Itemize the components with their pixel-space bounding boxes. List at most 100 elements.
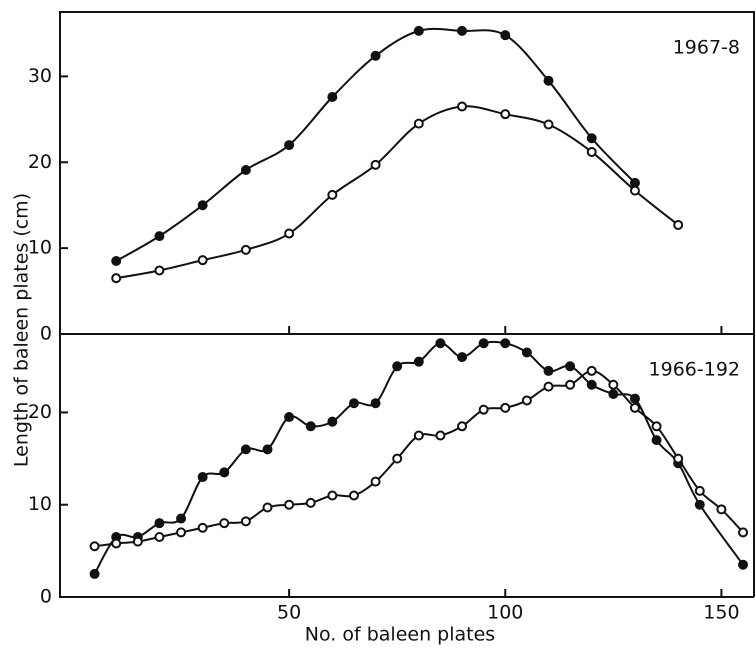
data-point [435,430,446,441]
data-point [629,393,640,404]
data-point [262,502,273,513]
data-point [500,30,511,41]
data-point [305,421,316,432]
data-point [197,522,208,533]
panel-annotation: 1966-192 [649,359,740,381]
panel-annotation: 1967-8 [673,37,740,59]
data-point [694,499,705,510]
data-point [348,398,359,409]
data-point [392,453,403,464]
data-point [738,527,749,538]
y-tick-label: 10 [28,237,52,259]
data-point [413,118,424,129]
data-point [111,273,122,284]
data-point [457,352,468,363]
data-point [521,395,532,406]
data-point [111,256,122,267]
data-point [89,568,100,579]
y-tick-label: 10 [28,493,52,515]
data-point [521,347,532,358]
data-point [305,497,316,508]
data-point [176,513,187,524]
data-point [327,92,338,103]
data-point [413,25,424,36]
data-point [673,453,684,464]
data-point [284,140,295,151]
data-point [154,518,165,529]
data-point [457,101,468,112]
data-point [457,25,468,36]
data-point [370,398,381,409]
data-point [500,109,511,120]
data-point [327,416,338,427]
fit-curve [116,105,679,280]
data-point [413,356,424,367]
data-point [608,379,619,390]
data-point [565,379,576,390]
data-point [738,559,749,570]
data-point [586,365,597,376]
data-point [543,75,554,86]
data-point [413,430,424,441]
x-tick-label: 50 [277,602,301,624]
plot-frame [59,333,755,598]
data-point [262,444,273,455]
data-point [478,338,489,349]
data-point [651,421,662,432]
y-axis-label: Length of baleen plates (cm) [11,193,33,467]
y-tick-label: 20 [28,401,52,423]
data-point [629,185,640,196]
data-point [370,476,381,487]
y-tick-label: 0 [40,586,52,608]
data-point [370,159,381,170]
data-point [457,421,468,432]
data-point [197,255,208,266]
data-point [565,361,576,372]
fit-curve [93,340,744,575]
data-point [327,189,338,200]
data-point [197,472,208,483]
data-point [154,231,165,242]
data-point [629,402,640,413]
data-point [435,338,446,349]
data-point [694,485,705,496]
x-tick-label: 150 [703,602,739,624]
data-point [500,338,511,349]
data-point [543,365,554,376]
data-point [478,404,489,415]
y-tick-label: 0 [40,323,52,345]
data-point [197,200,208,211]
y-tick-label: 20 [28,151,52,173]
data-point [284,412,295,423]
data-point [327,490,338,501]
plot-frame [59,11,755,335]
x-tick-label: 100 [487,602,523,624]
data-point [111,538,122,549]
data-point [219,518,230,529]
data-point [284,228,295,239]
data-point [500,402,511,413]
x-axis-label: No. of baleen plates [305,624,495,646]
fit-curve [94,369,744,548]
y-tick-label: 30 [28,65,52,87]
data-point [348,490,359,501]
data-point [240,244,251,255]
data-point [240,516,251,527]
data-point [219,467,230,478]
data-point [240,444,251,455]
data-point [586,379,597,390]
data-point [586,133,597,144]
data-point [240,164,251,175]
data-point [392,361,403,372]
data-point [89,541,100,552]
data-point [586,146,597,157]
data-point [543,381,554,392]
data-point [651,435,662,446]
data-point [132,536,143,547]
data-point [176,527,187,538]
data-point [608,388,619,399]
data-point [673,219,684,230]
data-point [154,265,165,276]
data-point [716,504,727,515]
